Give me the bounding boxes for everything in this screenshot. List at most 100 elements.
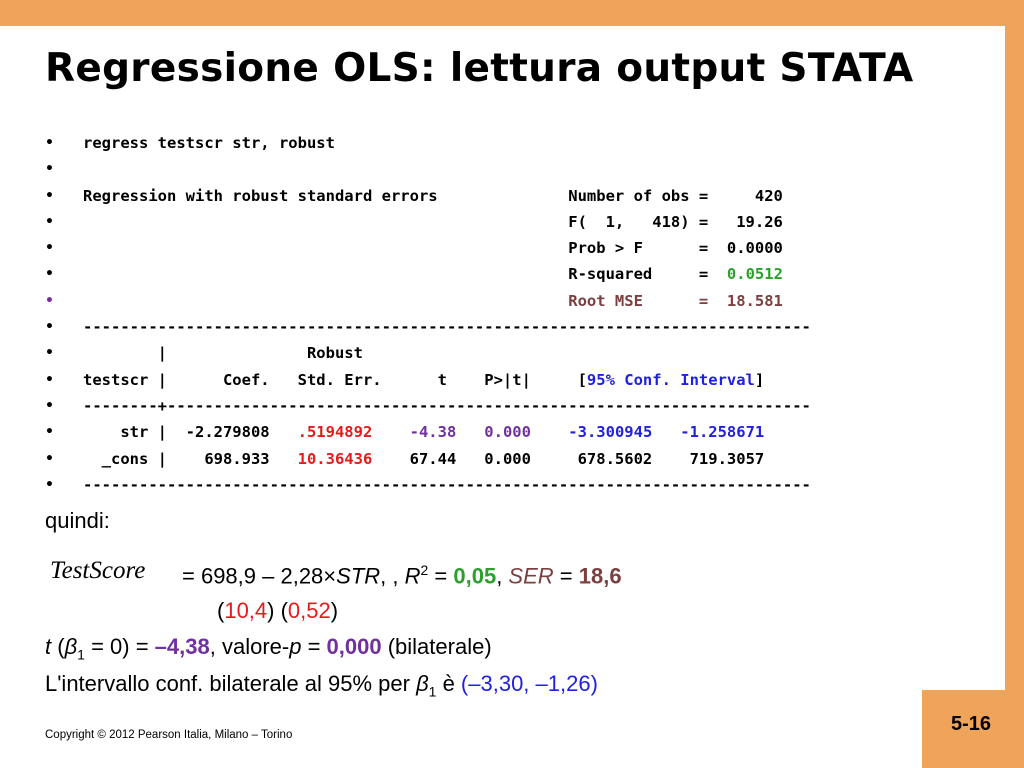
str-row: str | -2.279808 .5194892 -4.38 0.000 -3.… xyxy=(83,419,764,445)
code-line: • Root MSE = 18.581 xyxy=(45,288,905,314)
page-number-box xyxy=(922,690,1024,768)
equation-part: = 698,9 – 2,28× xyxy=(182,563,337,589)
beta-sub: 1 xyxy=(77,646,85,663)
beta-symbol: β xyxy=(416,671,429,696)
p-value: 0,000 xyxy=(326,634,382,659)
r2-value: 0,05 xyxy=(453,563,497,589)
equation-str: STR xyxy=(336,563,381,589)
ser-label: SER xyxy=(508,563,554,589)
copyright-footer: Copyright © 2012 Pearson Italia, Milano … xyxy=(45,729,293,741)
equation-r: R xyxy=(404,563,421,589)
code-line: • --------+------------------------------… xyxy=(45,393,905,419)
paren: ( xyxy=(217,598,225,623)
r-squared-label: R-squared = xyxy=(83,265,727,284)
slide xyxy=(0,26,1005,768)
str-std-err: .5194892 xyxy=(297,423,373,442)
text-part: è xyxy=(436,671,461,696)
code-line: • Prob > F = 0.0000 xyxy=(45,235,905,261)
page-number: 5-16 xyxy=(950,713,992,735)
str-p-value: 0.000 xyxy=(484,423,531,442)
code-line: • xyxy=(45,156,905,182)
se-intercept: 10,4 xyxy=(224,598,268,623)
code-text: Prob > F = 0.0000 xyxy=(83,239,783,258)
t-value: –4,38 xyxy=(154,634,210,659)
paren: ) ( xyxy=(267,598,288,623)
bullet-icon: • xyxy=(45,135,54,151)
cons-coef: _cons | 698.933 xyxy=(83,449,298,468)
beta-symbol: β xyxy=(64,634,78,659)
table-header: testscr | Coef. Std. Err. t P>|t| [95% C… xyxy=(83,367,764,393)
equation-part: , , xyxy=(380,563,405,589)
text-part: L'intervallo conf. bilaterale al 95% per xyxy=(45,671,417,696)
text-part: , valore- xyxy=(209,634,290,659)
p-symbol: p xyxy=(289,634,302,659)
str-t-value: -4.38 xyxy=(409,423,457,442)
cons-rest: 67.44 0.000 678.5602 719.3057 xyxy=(372,449,765,468)
ser-value: 18,6 xyxy=(578,563,622,589)
bullet-icon: • xyxy=(45,213,54,230)
header-columns: testscr | Coef. Std. Err. t P>|t| [ xyxy=(83,370,587,389)
root-mse-line: Root MSE = 18.581 xyxy=(83,291,783,310)
header-close-bracket: ] xyxy=(754,370,765,389)
text-part: (bilaterale) xyxy=(381,634,492,659)
beta-sub: 1 xyxy=(428,683,437,700)
bullet-icon: • xyxy=(45,266,54,283)
text-part: ( xyxy=(51,634,65,659)
spacer xyxy=(372,423,409,441)
right-border xyxy=(1005,0,1024,768)
regression-equation: = 698,9 – 2,28×STR, , R2 = 0,05, SER = 1… xyxy=(182,562,622,589)
code-line: • regress testscr str, robust xyxy=(45,130,905,156)
quindi-label: quindi: xyxy=(45,508,110,533)
code-line: • testscr | Coef. Std. Err. t P>|t| [95% … xyxy=(45,367,905,393)
conf-interval-line: L'intervallo conf. bilaterale al 95% per… xyxy=(45,671,598,699)
spacer xyxy=(531,423,568,441)
bullet-icon: • xyxy=(45,345,54,362)
bullet-icon: • xyxy=(45,240,54,257)
t-symbol: t xyxy=(45,634,52,659)
separator-line: ----------------------------------------… xyxy=(83,475,811,494)
str-conf-interval: -3.300945 -1.258671 xyxy=(568,423,765,442)
code-line: • F( 1, 418) = 19.26 xyxy=(45,209,905,235)
bullet-icon: • xyxy=(45,424,54,441)
text-part: = 0) = xyxy=(84,634,155,659)
separator-line: ----------------------------------------… xyxy=(83,318,811,337)
cons-row: _cons | 698.933 10.36436 67.44 0.000 678… xyxy=(83,446,765,472)
bullet-icon: • xyxy=(45,187,54,204)
separator-line: --------+-------------------------------… xyxy=(83,396,811,415)
code-text: regress testscr str, robust xyxy=(83,134,335,152)
bullet-icon: • xyxy=(45,292,54,309)
t-stat-line: t (β1 = 0) = –4,38, valore-p = 0,000 (bi… xyxy=(45,634,492,662)
r-squared-value: 0.0512 xyxy=(726,265,783,284)
code-line: • Regression with robust standard errors … xyxy=(45,183,905,209)
standard-errors: (10,4) (0,52) xyxy=(217,598,338,624)
cons-std-err: 10.36436 xyxy=(297,449,373,468)
bullet-icon: • xyxy=(45,450,54,467)
code-text: R-squared = 0.0512 xyxy=(83,261,783,287)
stata-output: • regress testscr str, robust • • Regressi… xyxy=(45,130,905,498)
bullet-icon: • xyxy=(45,319,54,336)
top-border xyxy=(0,0,1024,26)
code-line: • ---------------------------------------… xyxy=(45,314,905,340)
equation-part: , xyxy=(496,563,509,589)
table-header-robust: | Robust xyxy=(83,344,363,363)
code-text: Regression with robust standard errors N… xyxy=(83,186,783,205)
bullet-icon: • xyxy=(45,161,54,178)
str-coef: str | -2.279808 xyxy=(83,423,298,442)
se-slope: 0,52 xyxy=(287,598,331,623)
code-text: F( 1, 418) = 19.26 xyxy=(83,212,783,231)
equation-r-sup: 2 xyxy=(420,562,429,578)
slide-title: Regressione OLS: lettura output STATA xyxy=(45,46,914,91)
code-line: • ---------------------------------------… xyxy=(45,472,905,498)
bullet-icon: • xyxy=(45,371,54,388)
bullet-icon: • xyxy=(45,476,54,493)
code-line: • | Robust xyxy=(45,340,905,366)
equation-part: = xyxy=(428,563,454,589)
paren: ) xyxy=(330,598,339,623)
equation-part: = xyxy=(553,563,579,589)
conf-interval-header: 95% Conf. Interval xyxy=(586,370,755,389)
text-part: = xyxy=(301,634,327,659)
code-line: • _cons | 698.933 10.36436 67.44 0.000 6… xyxy=(45,446,905,472)
bullet-icon: • xyxy=(45,397,54,414)
conf-interval-value: (–3,30, –1,26) xyxy=(460,671,598,696)
code-line: • R-squared = 0.0512 xyxy=(45,261,905,287)
